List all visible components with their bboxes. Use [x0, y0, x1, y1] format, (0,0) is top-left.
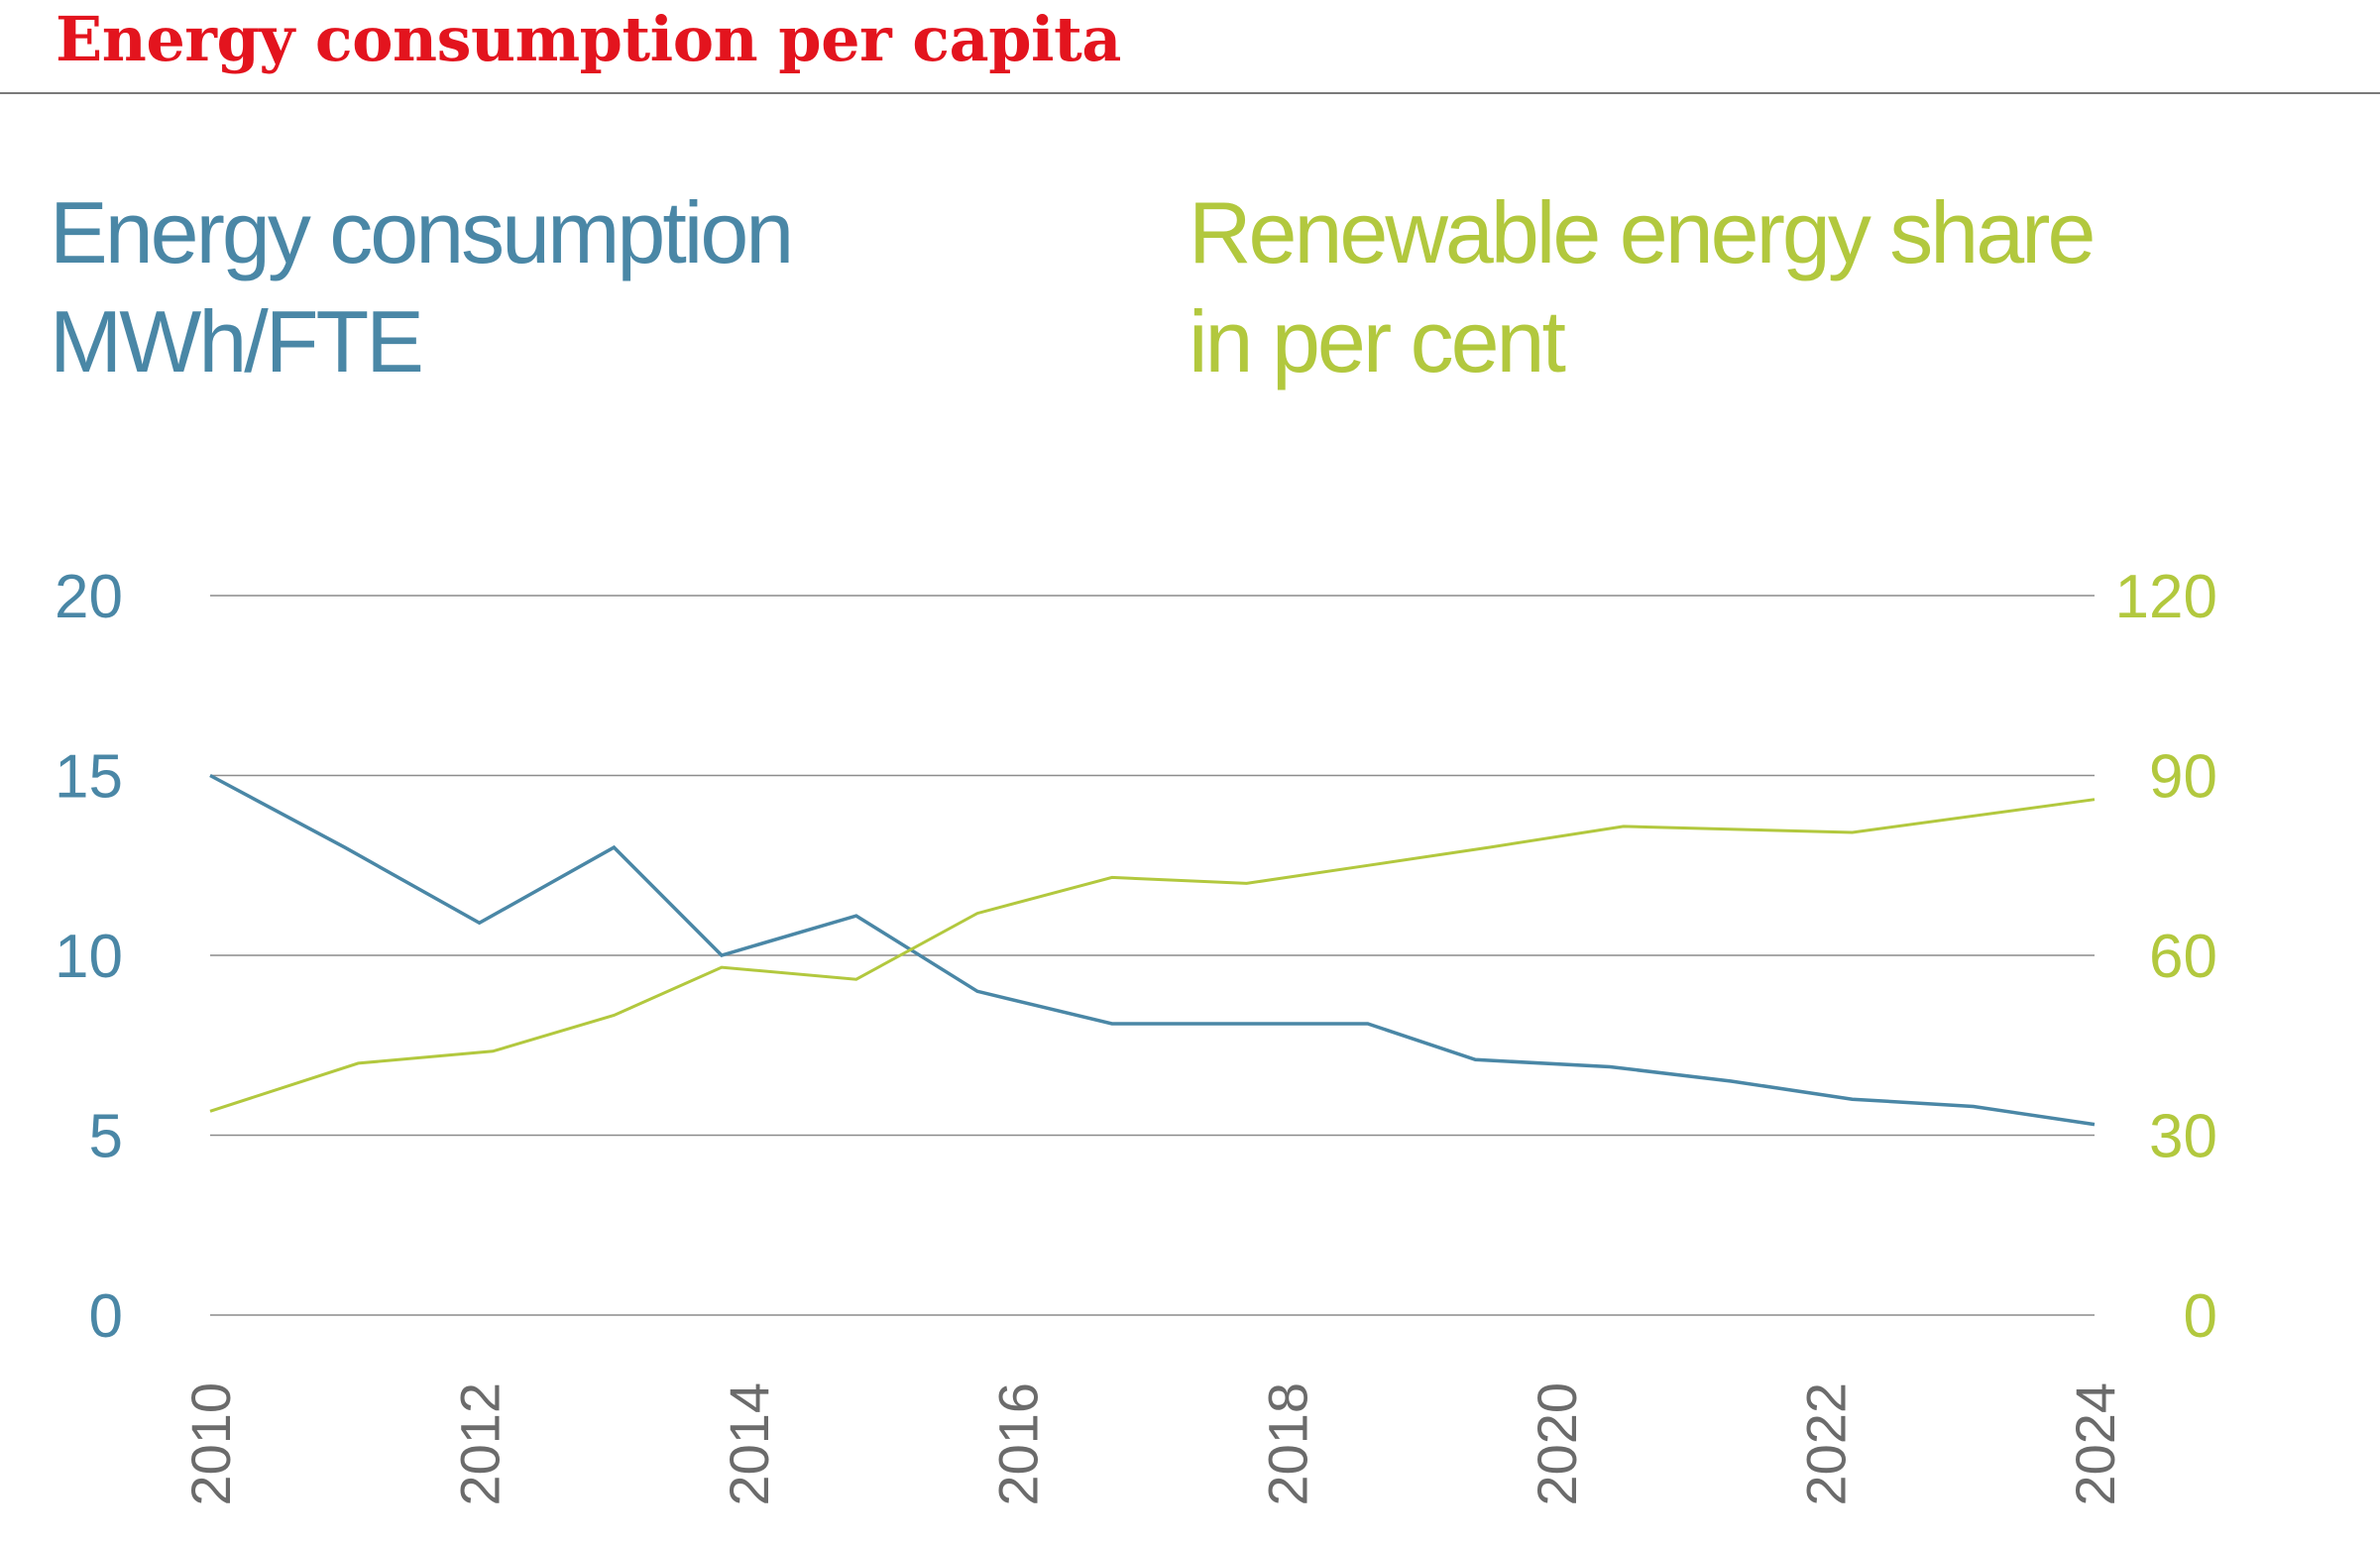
left-axis-title-line1: Energy consumption — [50, 183, 794, 281]
right-axis-tick-label: 0 — [2184, 1282, 2217, 1351]
x-axis-tick-label: 2010 — [179, 1382, 242, 1506]
x-axis-tick-label: 2014 — [718, 1382, 780, 1506]
x-axis-tick-label: 2016 — [987, 1382, 1050, 1506]
left-axis-title-line2: MWh/FTE — [50, 292, 424, 390]
left-axis-tick-label: 10 — [55, 923, 123, 991]
x-axis-tick-label: 2020 — [1526, 1382, 1588, 1506]
right-axis-tick-label: 90 — [2149, 743, 2217, 812]
left-axis-tick-label: 5 — [89, 1103, 123, 1171]
left-axis-tick-label: 15 — [55, 743, 123, 812]
right-axis-tick-label: 120 — [2115, 563, 2217, 631]
left-axis-ticks: 0 5 10 15 20 — [55, 563, 123, 1351]
x-axis-tick-label: 2024 — [2064, 1382, 2126, 1506]
renewable-share-line — [209, 798, 2096, 1113]
gridlines — [210, 595, 2095, 1316]
energy-consumption-line — [209, 773, 2096, 1127]
x-axis-tick-label: 2022 — [1794, 1382, 1857, 1506]
page-title: Energy consumption per capita — [56, 3, 1121, 75]
left-axis-tick-label: 0 — [89, 1282, 123, 1351]
right-axis-tick-label: 60 — [2149, 923, 2217, 991]
right-axis-title-line1: Renewable energy share — [1189, 183, 2096, 281]
series-lines — [209, 773, 2096, 1127]
right-axis-ticks: 0 30 60 90 120 — [2115, 563, 2217, 1351]
title-divider — [0, 92, 2380, 94]
right-axis-title: Renewable energy share in per cent — [1189, 178, 2096, 396]
left-axis-tick-label: 20 — [55, 563, 123, 631]
x-axis-tick-label: 2012 — [449, 1382, 511, 1506]
x-axis-tick-label: 2018 — [1256, 1382, 1318, 1506]
right-axis-tick-label: 30 — [2149, 1103, 2217, 1171]
x-axis-ticks: 2010 2012 2014 2016 2018 2020 2022 2024 — [179, 1382, 2126, 1506]
left-axis-title: Energy consumption MWh/FTE — [50, 178, 794, 396]
right-axis-title-line2: in per cent — [1189, 292, 1566, 390]
